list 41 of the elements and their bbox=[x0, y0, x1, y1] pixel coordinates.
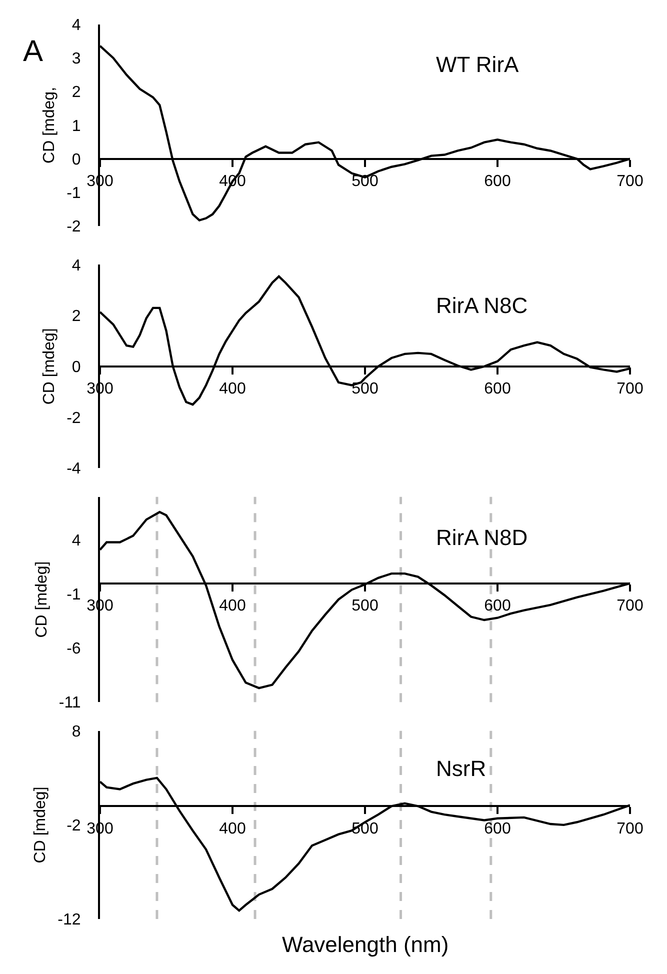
series-label: RirA N8D bbox=[436, 525, 528, 550]
y-tick-label: 8 bbox=[72, 724, 81, 740]
y-tick-label: -6 bbox=[66, 640, 81, 658]
series-label: NsrR bbox=[436, 756, 486, 781]
y-tick-label: 3 bbox=[72, 50, 81, 68]
y-tick-label: -2 bbox=[66, 410, 81, 427]
x-tick-label: 400 bbox=[219, 380, 246, 398]
x-tick-label: 400 bbox=[219, 820, 246, 838]
x-tick-label: 400 bbox=[219, 598, 246, 614]
text: WT RirA bbox=[436, 52, 520, 77]
text: A bbox=[23, 35, 44, 68]
y-tick-label: -2 bbox=[66, 218, 81, 236]
y-tick-label: -4 bbox=[66, 460, 81, 478]
y-axis-title: CD [mdeg] bbox=[32, 786, 50, 864]
y-tick-label: -1 bbox=[66, 185, 81, 202]
x-tick-label: 600 bbox=[484, 820, 511, 838]
y-axis-title: CD [mdeg] bbox=[40, 328, 58, 405]
y-tick-label: 0 bbox=[72, 151, 81, 168]
x-tick-label: 600 bbox=[484, 173, 511, 190]
x-tick-label: 700 bbox=[616, 820, 644, 838]
y-tick-label: 4 bbox=[72, 257, 81, 274]
x-tick-label: 600 bbox=[484, 598, 511, 614]
y-tick-label: 4 bbox=[72, 17, 81, 34]
y-tick-label: -2 bbox=[66, 818, 81, 835]
y-tick-label: -12 bbox=[58, 912, 81, 929]
y-tick-label: -11 bbox=[58, 694, 81, 712]
series-label: RirA N8C bbox=[436, 293, 528, 318]
x-tick-label: 700 bbox=[616, 598, 644, 614]
x-tick-label: 700 bbox=[616, 380, 644, 398]
x-tick-label: 700 bbox=[616, 173, 644, 190]
y-tick-label: 0 bbox=[72, 359, 81, 376]
x-tick-label: 500 bbox=[352, 598, 378, 614]
y-axis-title: CD [mdeg] bbox=[33, 561, 50, 638]
y-tick-label: 2 bbox=[72, 84, 81, 102]
y-tick-label: 2 bbox=[72, 308, 81, 326]
x-tick-label: 600 bbox=[484, 380, 511, 398]
y-tick-label: 1 bbox=[72, 118, 81, 135]
x-axis-title: Wavelength (nm) bbox=[282, 932, 449, 957]
y-tick-label: -1 bbox=[66, 586, 81, 604]
y-tick-label: 4 bbox=[72, 532, 81, 550]
y-axis-title: CD [mdeg, bbox=[40, 86, 58, 164]
